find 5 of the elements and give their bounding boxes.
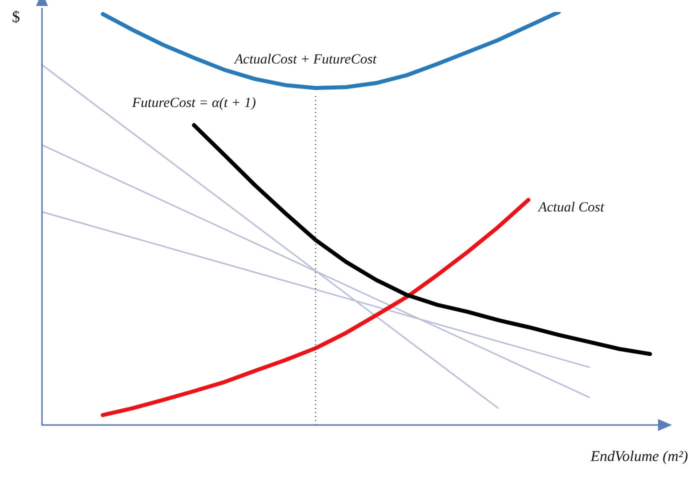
series-label: FutureCost = α(t + 1) <box>131 96 256 111</box>
x-axis-title: EndVolume (m²) <box>590 448 688 465</box>
series-label: ActualCost + FutureCost <box>234 52 378 68</box>
y-axis-title: $ <box>12 9 20 26</box>
series-label: Actual Cost <box>537 200 606 216</box>
